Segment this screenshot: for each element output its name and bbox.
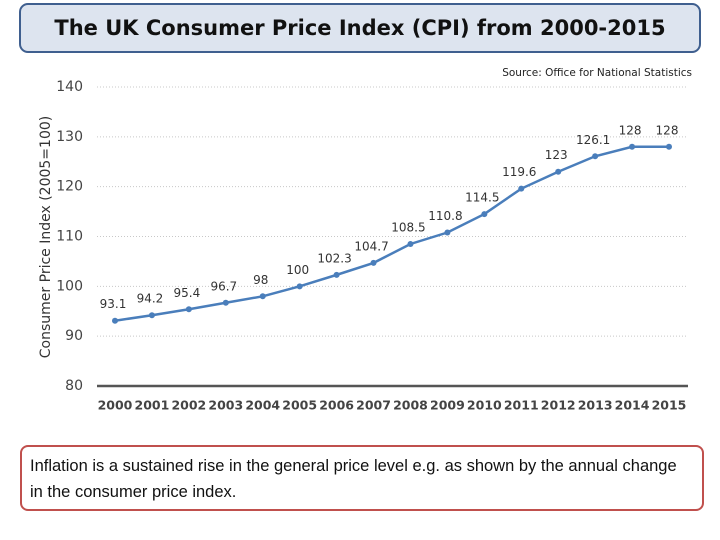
source: Source: Office for National Statistics xyxy=(502,67,692,79)
data-label: 96.7 xyxy=(210,279,237,293)
data-label: 126.1 xyxy=(576,133,610,147)
point xyxy=(222,299,229,306)
point xyxy=(370,259,377,266)
chart-title: The UK Consumer Price Index (CPI) from 2… xyxy=(54,16,665,40)
point xyxy=(148,312,155,319)
data-label: 123 xyxy=(545,148,568,162)
y-tick-label: 110 xyxy=(56,229,83,245)
data-label: 128 xyxy=(656,123,679,137)
data-label: 95.4 xyxy=(174,286,201,300)
point xyxy=(592,153,599,160)
x-tick-label: 2007 xyxy=(356,398,391,413)
x-tick-label: 2001 xyxy=(135,398,170,413)
data-label: 98 xyxy=(253,273,268,287)
point xyxy=(333,271,340,278)
y-axis-label: Consumer Price Index (2005=100) xyxy=(38,116,54,358)
y-tick-label: 140 xyxy=(56,79,83,95)
x-tick-label: 2012 xyxy=(541,398,576,413)
point xyxy=(629,143,636,150)
note: Inflation is a sustained rise in the gen… xyxy=(20,445,704,511)
title-box xyxy=(19,3,701,53)
point xyxy=(296,283,303,290)
x-tick-label: 2015 xyxy=(652,398,687,413)
x-tick-label: 2011 xyxy=(504,398,539,413)
x-tick-label: 2005 xyxy=(282,398,317,413)
point xyxy=(259,293,266,300)
x-tick-label: 2002 xyxy=(171,398,206,413)
point xyxy=(444,229,451,236)
y-tick-label: 90 xyxy=(65,328,83,344)
point xyxy=(666,143,672,150)
y-tick-label: 100 xyxy=(56,278,83,294)
data-label: 94.2 xyxy=(137,292,164,306)
x-tick-label: 2006 xyxy=(319,398,354,413)
data-label: 128 xyxy=(619,123,642,137)
data-label: 100 xyxy=(286,263,309,277)
y-tick-label: 80 xyxy=(65,378,83,394)
data-label: 104.7 xyxy=(354,239,388,253)
x-tick-label: 2014 xyxy=(615,398,650,413)
y-tick-label: 120 xyxy=(56,179,83,195)
line xyxy=(114,145,669,322)
data-label: 93.1 xyxy=(100,297,127,311)
point xyxy=(185,306,192,313)
data-label: 114.5 xyxy=(465,191,499,205)
x-tick-label: 2013 xyxy=(578,398,613,413)
data-label: 108.5 xyxy=(391,220,425,234)
x-tick-label: 2009 xyxy=(430,398,465,413)
data-label: 110.8 xyxy=(428,209,462,223)
x-tick-label: 2003 xyxy=(208,398,243,413)
point xyxy=(555,168,562,175)
x-tick-label: 2000 xyxy=(98,398,133,413)
point xyxy=(112,317,118,324)
x-tick-label: 2010 xyxy=(467,398,502,413)
data-label: 119.6 xyxy=(502,165,536,179)
x-tick-label: 2008 xyxy=(393,398,428,413)
data-label: 102.3 xyxy=(317,251,351,265)
x-tick-label: 2004 xyxy=(245,398,280,413)
point xyxy=(518,185,525,192)
point xyxy=(407,240,414,247)
point xyxy=(481,211,488,218)
y-tick-label: 130 xyxy=(56,129,83,145)
